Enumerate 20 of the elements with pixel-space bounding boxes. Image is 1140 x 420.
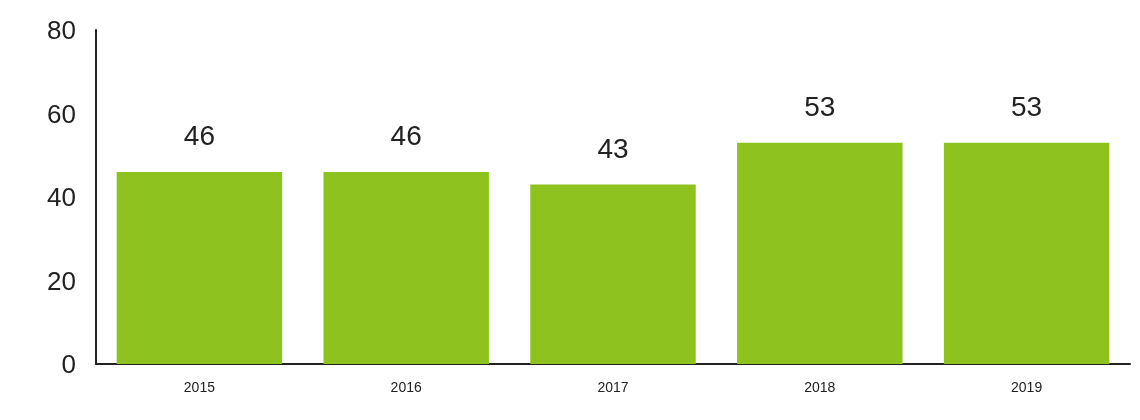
data-label: 53	[804, 91, 836, 123]
x-tick-label: 2016	[390, 379, 422, 395]
y-tick-label: 0	[61, 349, 76, 379]
x-tick-label: 2015	[183, 379, 216, 395]
y-tick-label: 20	[47, 265, 76, 296]
bar	[323, 171, 489, 364]
bar	[530, 184, 696, 364]
y-tick-label: 40	[47, 182, 76, 212]
data-label: 53	[1011, 91, 1043, 123]
bar	[116, 171, 283, 364]
x-tick-label: 2019	[1011, 379, 1043, 395]
x-tick-label: 2017	[597, 379, 629, 395]
data-label: 46	[390, 120, 422, 152]
data-label: 43	[597, 132, 629, 164]
x-tick-label: 2018	[804, 379, 836, 395]
bar	[737, 142, 903, 364]
y-tick-label: 60	[47, 98, 76, 129]
bar	[943, 142, 1110, 364]
y-tick-label: 80	[47, 15, 76, 45]
data-label: 46	[183, 120, 215, 152]
